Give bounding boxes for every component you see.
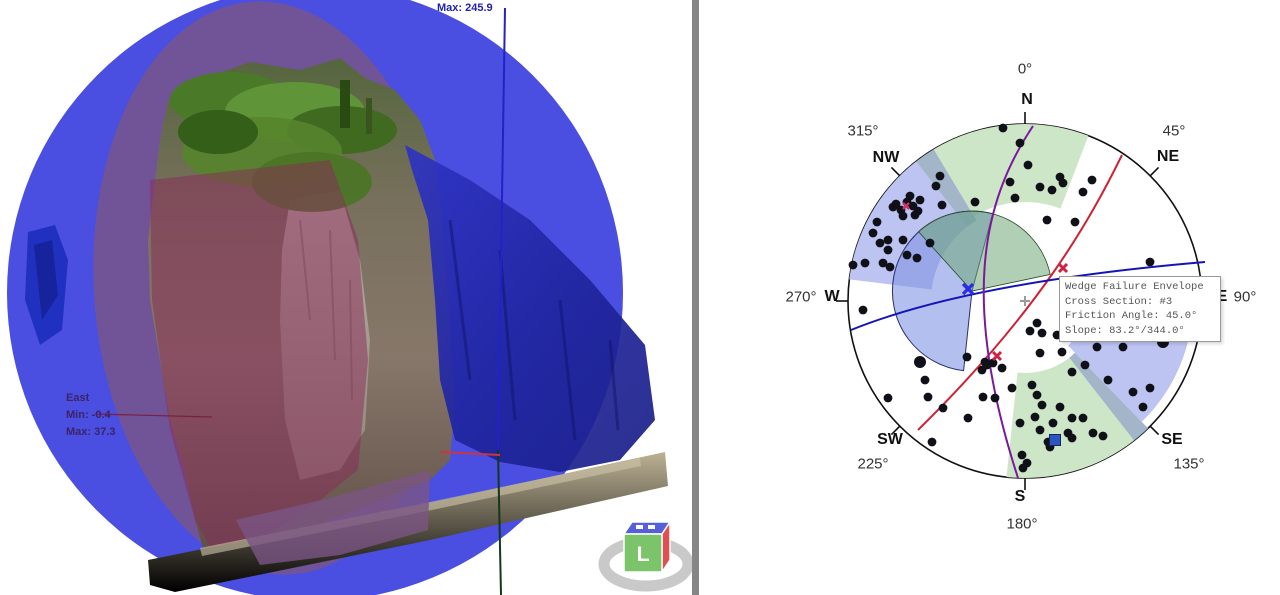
tooltip-title: Wedge Failure Envelope <box>1065 281 1204 293</box>
tick-label-90: 90° <box>1233 288 1257 306</box>
east-axis-annotation: East Min: -0.4 Max: 37.3 <box>66 390 116 441</box>
dir-label-nw: NW <box>872 149 900 166</box>
rock-face-maroon-tinted <box>150 160 368 555</box>
stereonet-plot[interactable] <box>700 0 1280 595</box>
wedge-failure-tooltip: Wedge Failure Envelope Cross Section: #3… <box>1059 276 1221 342</box>
great-circle-blue <box>850 261 1206 331</box>
tooltip-cross-section: Cross Section: #3 <box>1065 295 1173 308</box>
tick-label-315: 315° <box>847 122 879 140</box>
tick-label-135: 135° <box>1173 455 1205 473</box>
3d-viewer-canvas[interactable]: L <box>0 0 692 595</box>
east-axis-max: Max: 37.3 <box>66 426 116 438</box>
tooltip-slope: Slope: 83.2°/344.0° <box>1065 324 1185 337</box>
tick-label-225: 225° <box>857 455 889 473</box>
dir-label-sw: SW <box>877 431 903 448</box>
tick-label-45: 45° <box>1162 122 1186 140</box>
wedge-failure-fans <box>891 210 1051 372</box>
tooltip-friction-angle: Friction Angle: 45.0° <box>1065 310 1198 322</box>
rock-face-blue-tinted <box>405 145 655 472</box>
vertical-axis-line <box>497 7 506 451</box>
dir-label-w: W <box>824 288 840 305</box>
dir-label-s: S <box>1014 488 1026 505</box>
great-circle-red <box>917 154 1123 431</box>
red-axis-segment <box>440 451 501 456</box>
view-cube-label: L <box>637 543 650 566</box>
east-axis-min: Min: -0.4 <box>66 409 111 421</box>
dir-label-n: N <box>1021 91 1033 108</box>
east-axis-line <box>94 413 213 418</box>
pole-scatter <box>848 123 1169 473</box>
dir-label-e: E <box>1216 288 1228 305</box>
view-cube-icon[interactable]: L <box>598 519 692 592</box>
east-axis-title: East <box>66 392 90 404</box>
vertical-axis-max-label: Max: 245.9 <box>437 2 493 14</box>
tick-label-0: 0° <box>1017 60 1033 78</box>
dir-label-se: SE <box>1161 431 1183 448</box>
mauve-disc-lower-tip <box>236 470 430 565</box>
tick-label-180: 180° <box>1006 515 1038 533</box>
dir-label-ne: NE <box>1156 148 1180 165</box>
tick-label-270: 270° <box>785 288 817 306</box>
great-circle-purple <box>982 125 1034 479</box>
intersection-markers <box>902 202 1069 446</box>
great-circles <box>850 125 1206 479</box>
panel-divider[interactable] <box>692 0 699 595</box>
friction-cone-green <box>917 210 1051 292</box>
